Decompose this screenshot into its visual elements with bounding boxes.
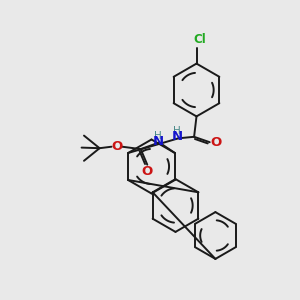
Text: N: N xyxy=(152,135,164,148)
Text: O: O xyxy=(211,136,222,149)
Text: N: N xyxy=(172,130,183,143)
Text: O: O xyxy=(111,140,122,153)
Text: Cl: Cl xyxy=(194,33,206,46)
Text: H: H xyxy=(173,126,181,136)
Text: H: H xyxy=(154,131,162,141)
Text: O: O xyxy=(142,165,153,178)
